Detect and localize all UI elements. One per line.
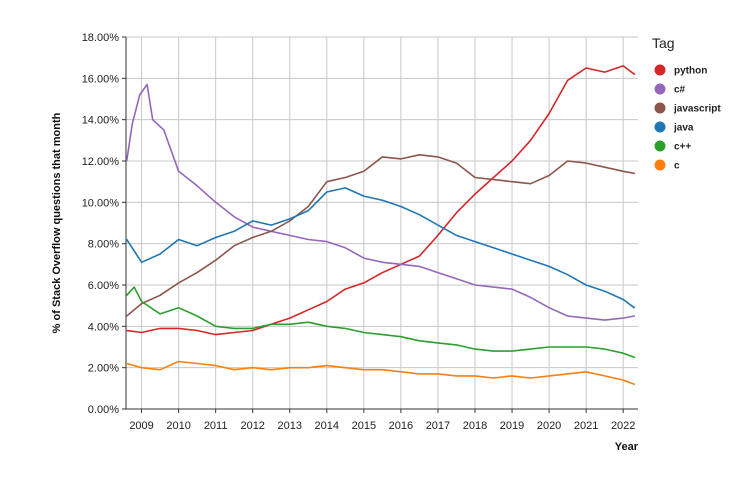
- x-tick-label: 2017: [426, 420, 450, 432]
- y-tick-label: 18.00%: [82, 32, 120, 44]
- y-tick-label: 12.00%: [82, 156, 120, 168]
- x-tick-label: 2015: [352, 420, 376, 432]
- x-tick-label: 2021: [574, 420, 598, 432]
- series-line-c: [125, 360, 636, 386]
- legend-label: c: [674, 161, 680, 172]
- y-tick-label: 4.00%: [88, 321, 119, 333]
- x-tick-labels: 2009 2010 2011 2012 2013 2014 2015 2016 2017 2018…: [129, 409, 635, 432]
- x-tick-label: 2016: [389, 420, 413, 432]
- series-line-csharp: [125, 83, 636, 321]
- y-tick-label: 2.00%: [88, 363, 119, 375]
- legend-label: c++: [674, 142, 691, 153]
- legend-marker: [654, 102, 666, 114]
- x-tick-label: 2010: [166, 420, 190, 432]
- legend-marker: [654, 140, 666, 152]
- series-lines: [125, 65, 636, 386]
- legend-label: python: [674, 66, 707, 77]
- series-line-javascript: [125, 154, 636, 317]
- y-tick-label: 0.00%: [88, 404, 119, 416]
- legend-label: java: [673, 123, 694, 134]
- x-tick-label: 2018: [463, 420, 487, 432]
- x-axis-title: Year: [615, 441, 639, 453]
- series-line-java: [125, 187, 636, 309]
- legend-marker: [654, 64, 666, 76]
- legend-marker: [654, 121, 666, 133]
- x-tick-label: 2011: [204, 420, 228, 432]
- legend-label: javascript: [673, 104, 721, 115]
- y-tick-label: 8.00%: [88, 239, 119, 251]
- y-tick-label: 16.00%: [82, 73, 120, 85]
- legend-label: c#: [674, 85, 686, 96]
- x-tick-label: 2009: [129, 420, 153, 432]
- y-tick-labels: 0.00% 2.00% 4.00% 6.00% 8.00% 10.00% 12.00% 14.…: [82, 32, 126, 416]
- y-tick-label: 6.00%: [88, 280, 119, 292]
- legend: Tag python c# javascript java c++ c: [652, 35, 721, 172]
- y-axis-title: % of Stack Overflow questions that month: [51, 112, 63, 333]
- x-tick-label: 2022: [611, 420, 635, 432]
- y-tick-label: 14.00%: [82, 115, 120, 127]
- x-tick-label: 2012: [240, 420, 264, 432]
- series-line-python: [125, 65, 636, 336]
- x-tick-label: 2019: [500, 420, 524, 432]
- x-tick-label: 2020: [537, 420, 561, 432]
- axes: [125, 37, 638, 410]
- legend-marker: [654, 83, 666, 95]
- legend-title: Tag: [652, 35, 675, 51]
- y-tick-label: 10.00%: [82, 197, 120, 209]
- legend-marker: [654, 159, 666, 171]
- x-tick-label: 2014: [315, 420, 339, 432]
- series-line-cplusplus: [125, 286, 636, 359]
- legend-items: python c# javascript java c++ c: [654, 64, 721, 172]
- x-tick-label: 2013: [278, 420, 302, 432]
